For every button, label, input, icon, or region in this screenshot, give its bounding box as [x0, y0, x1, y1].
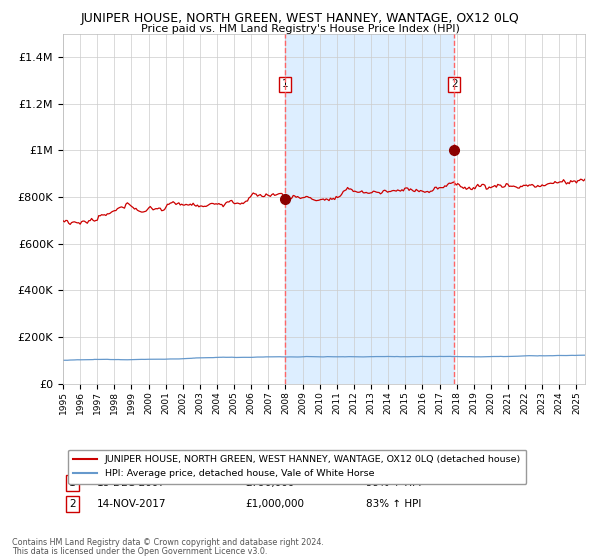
Text: 1: 1: [281, 80, 288, 90]
Text: 2: 2: [451, 80, 458, 90]
Text: £790,000: £790,000: [246, 478, 295, 488]
Text: Price paid vs. HM Land Registry's House Price Index (HPI): Price paid vs. HM Land Registry's House …: [140, 24, 460, 34]
Text: 2: 2: [69, 500, 76, 510]
Text: 1: 1: [69, 478, 76, 488]
Text: 99% ↑ HPI: 99% ↑ HPI: [366, 478, 421, 488]
Legend: JUNIPER HOUSE, NORTH GREEN, WEST HANNEY, WANTAGE, OX12 0LQ (detached house), HPI: JUNIPER HOUSE, NORTH GREEN, WEST HANNEY,…: [68, 450, 526, 484]
Text: 18-DEC-2007: 18-DEC-2007: [97, 478, 166, 488]
Text: Contains HM Land Registry data © Crown copyright and database right 2024.: Contains HM Land Registry data © Crown c…: [12, 538, 324, 547]
Bar: [285, 34, 454, 384]
Text: 14-NOV-2017: 14-NOV-2017: [97, 500, 166, 510]
Text: £1,000,000: £1,000,000: [246, 500, 305, 510]
Text: This data is licensed under the Open Government Licence v3.0.: This data is licensed under the Open Gov…: [12, 547, 268, 556]
Text: JUNIPER HOUSE, NORTH GREEN, WEST HANNEY, WANTAGE, OX12 0LQ: JUNIPER HOUSE, NORTH GREEN, WEST HANNEY,…: [80, 12, 520, 25]
Text: 83% ↑ HPI: 83% ↑ HPI: [366, 500, 421, 510]
